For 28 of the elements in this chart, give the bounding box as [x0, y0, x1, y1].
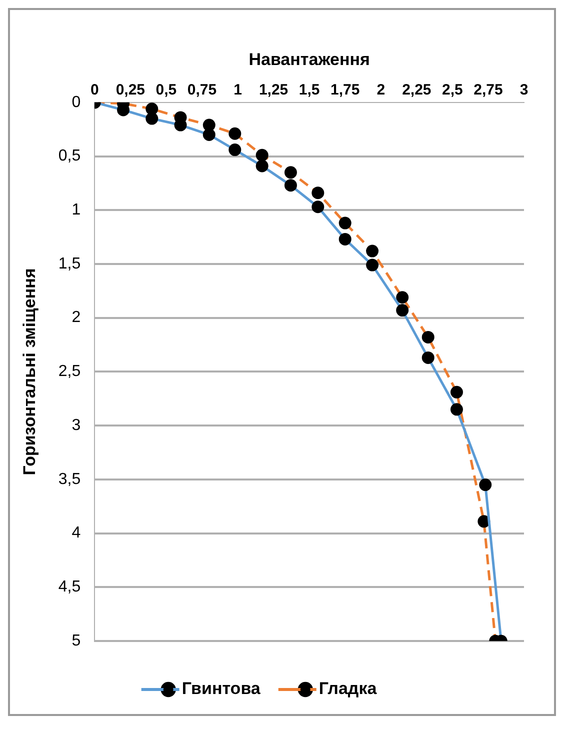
y-tick-label: 3 [72, 416, 81, 434]
x-tick-label: 0,25 [116, 82, 146, 99]
x-tick-label: 3 [520, 82, 528, 99]
x-tick-label: 2 [376, 82, 386, 99]
y-tick-label: 3,5 [58, 470, 81, 488]
x-tick-label: 0,75 [187, 82, 217, 99]
x-tick-label: 2,75 [474, 82, 503, 99]
x-tick-label: 1 [234, 82, 242, 99]
x-tick-label: 0,5 [156, 82, 177, 99]
y-tick-label: 0 [72, 94, 81, 111]
x-tick-label: 1,25 [258, 82, 288, 99]
y-tick-label: 0,5 [58, 148, 81, 165]
y-tick-label: 2,5 [58, 363, 81, 380]
y-tick-label: 4 [72, 524, 81, 542]
y-axis-title: Горизонтальні зміщення [20, 268, 39, 476]
y-tick-label: 4,5 [58, 578, 81, 596]
legend-label: Гладка [318, 679, 378, 698]
x-tick-label: 2,5 [442, 82, 463, 99]
y-tick-label: 2 [72, 309, 81, 326]
x-tick-label: 1,75 [330, 82, 360, 99]
y-tick-label: 5 [72, 632, 81, 650]
y-tick-label: 1 [72, 202, 81, 219]
x-axis-title: Навантаження [248, 50, 370, 69]
legend-label: Гвинтова [182, 679, 261, 698]
y-tick-label: 1,5 [58, 255, 81, 272]
x-tick-label: 1,5 [298, 82, 320, 99]
x-tick-label: 2,25 [402, 82, 432, 99]
x-tick-label: 0 [90, 82, 99, 99]
